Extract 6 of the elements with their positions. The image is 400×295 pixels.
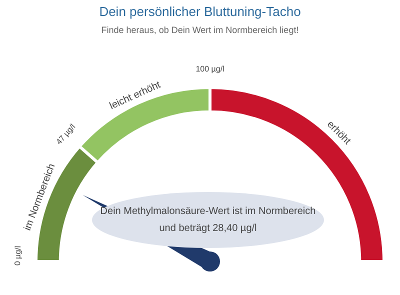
chart-title: Dein persönlicher Bluttuning-Tacho <box>98 4 302 19</box>
text: 0 µg/l <box>12 246 23 266</box>
text: 100 µg/l <box>196 64 225 74</box>
chart-subtitle: Finde heraus, ob Dein Wert im Normbereich liegt! <box>100 25 300 35</box>
slice-label: leicht erhöht <box>108 80 162 112</box>
speech-bubble: Dein Methylmalonsäure-Wert ist im Normbereich und beträgt 28,40 µg/l <box>92 192 324 248</box>
